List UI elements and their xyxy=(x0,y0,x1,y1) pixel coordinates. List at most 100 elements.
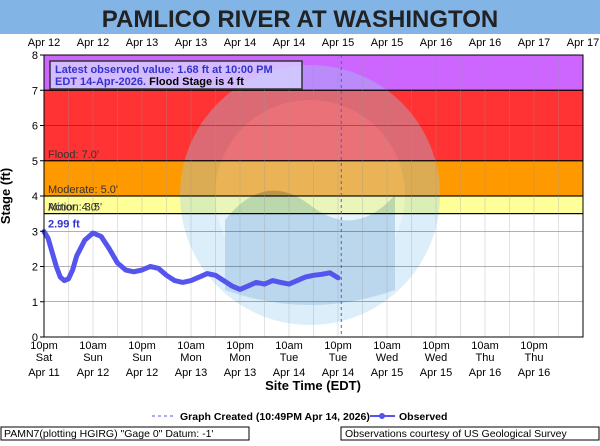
bottom-tick-day: Mon xyxy=(180,352,201,364)
bottom-tick-date: Apr 14 xyxy=(273,367,305,379)
legend: Graph Created (10:49PM Apr 14, 2026) Obs… xyxy=(152,411,447,423)
observed-point xyxy=(66,276,71,282)
observed-point xyxy=(245,283,251,289)
top-tick-label: Apr 15 xyxy=(371,37,403,49)
bottom-tick-day: Wed xyxy=(425,352,447,364)
top-tick-label: Apr 15 xyxy=(322,37,354,49)
y-tick-label: 4 xyxy=(32,191,38,203)
observed-point xyxy=(62,278,67,283)
observed-point xyxy=(254,280,259,285)
noaa-watermark xyxy=(180,65,440,325)
observed-point xyxy=(54,264,59,269)
watermark-inner-circle xyxy=(215,100,405,290)
bottom-tick-day: Sun xyxy=(132,352,152,364)
y-tick-label: 2 xyxy=(32,262,38,274)
bottom-tick-date: Apr 12 xyxy=(77,367,109,379)
bottom-tick-time: 10am xyxy=(275,340,303,352)
top-tick-label: Apr 14 xyxy=(273,37,305,49)
observed-point xyxy=(311,273,316,278)
bottom-tick-date: Apr 16 xyxy=(518,367,550,379)
bottom-tick-date: Apr 13 xyxy=(175,367,207,379)
observed-point xyxy=(147,264,153,269)
observed-point xyxy=(172,278,177,283)
observed-point xyxy=(262,281,267,287)
bottom-tick-day: Thu xyxy=(476,352,495,364)
y-axis-label: Stage (ft) xyxy=(0,168,13,224)
bottom-tick-time: 10am xyxy=(373,340,401,352)
observed-point xyxy=(131,269,137,274)
top-tick-label: Apr 17 xyxy=(567,37,599,49)
top-tick-label: Apr 12 xyxy=(28,37,60,49)
observed-point xyxy=(107,246,112,252)
observed-point xyxy=(156,266,161,271)
observed-point xyxy=(229,283,235,289)
start-value-label: 2.99 ft xyxy=(48,219,80,231)
y-tick-label: 3 xyxy=(32,226,38,238)
bottom-tick-time: 10pm xyxy=(520,340,548,352)
observed-point xyxy=(270,278,275,283)
footer-right-box xyxy=(340,426,600,441)
observed-point xyxy=(278,280,284,285)
stage-label-action: Action: 3.5' xyxy=(48,202,102,214)
observed-point xyxy=(49,250,55,255)
y-tick-label: 5 xyxy=(32,156,38,168)
bottom-tick-time: 10am xyxy=(471,340,499,352)
footer-datum: PAMN7(plotting HGIRG) "Gage 0" Datum: -1… xyxy=(4,428,213,440)
watermark-wave xyxy=(225,190,395,305)
observed-point xyxy=(237,287,243,292)
observed-point xyxy=(70,267,75,273)
observed-point xyxy=(74,253,79,259)
x-axis-label: Site Time (EDT) xyxy=(265,378,361,393)
bottom-tick-time: 10am xyxy=(177,340,205,352)
observed-point xyxy=(82,237,88,243)
observed-point xyxy=(319,272,324,277)
y-tick-label: 0 xyxy=(32,332,38,344)
bottom-tick-date: Apr 13 xyxy=(224,367,256,379)
top-tick-label: Apr 12 xyxy=(77,37,109,49)
observed-point xyxy=(123,267,128,273)
bottom-tick-day: Tue xyxy=(329,352,348,364)
stage-label-flood: Flood: 7.0' xyxy=(48,149,99,161)
top-tick-label: Apr 16 xyxy=(420,37,452,49)
observed-point xyxy=(286,281,292,287)
info-flood-stage: EDT 14-Apr-2026. Flood Stage is 4 ft xyxy=(55,76,244,88)
bottom-tick-date: Apr 16 xyxy=(469,367,501,379)
observed-point xyxy=(196,274,202,280)
observed-point xyxy=(164,273,169,278)
bottom-tick-date: Apr 15 xyxy=(371,367,403,379)
bottom-tick-time: 10pm xyxy=(226,340,254,352)
bottom-tick-time: 10pm xyxy=(324,340,352,352)
top-tick-label: Apr 13 xyxy=(126,37,158,49)
watermark-circle xyxy=(180,65,440,325)
legend-observed-marker xyxy=(379,413,385,419)
observed-point xyxy=(90,230,96,236)
plot-area: Flood: 7.0' Moderate: 5.0' Minor: 4.0'Acti… xyxy=(41,54,584,338)
info-flood-value: Flood Stage is 4 ft xyxy=(149,76,244,88)
top-tick-label: Apr 17 xyxy=(518,37,550,49)
observed-point xyxy=(139,267,145,273)
observed-point xyxy=(45,236,51,241)
bottom-tick-time: 10pm xyxy=(128,340,156,352)
observed-point xyxy=(180,280,186,285)
stage-label-moderate: Moderate: 5.0' xyxy=(48,184,118,196)
bottom-tick-time: 10am xyxy=(79,340,107,352)
legend-observed-label: Observed xyxy=(399,411,447,423)
y-tick-label: 1 xyxy=(32,297,38,309)
chart-title: PAMLICO RIVER AT WASHINGTON xyxy=(102,6,498,33)
observed-point xyxy=(221,278,226,283)
info-date: EDT 14-Apr-2026. xyxy=(55,76,146,88)
observed-point xyxy=(294,278,300,283)
bottom-tick-day: Wed xyxy=(376,352,398,364)
bottom-tick-time: 10pm xyxy=(30,340,58,352)
bottom-tick-day: Mon xyxy=(229,352,250,364)
observed-point xyxy=(188,278,194,283)
bottom-tick-date: Apr 12 xyxy=(126,367,158,379)
observed-point xyxy=(115,260,120,266)
bottom-tick-time: 10pm xyxy=(422,340,450,352)
top-tick-label: Apr 16 xyxy=(469,37,501,49)
stage-label-minor: Minor: 4.0' xyxy=(48,202,99,214)
bottom-tick-date: Apr 15 xyxy=(420,367,452,379)
observed-point xyxy=(58,274,63,280)
